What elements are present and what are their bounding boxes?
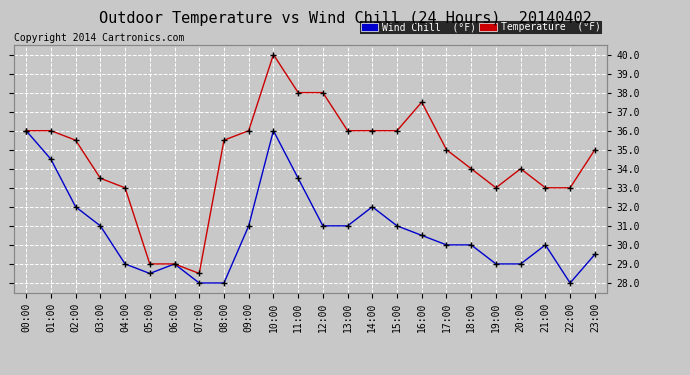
Legend: Wind Chill  (°F), Temperature  (°F): Wind Chill (°F), Temperature (°F): [359, 20, 602, 34]
Text: Copyright 2014 Cartronics.com: Copyright 2014 Cartronics.com: [14, 33, 184, 42]
Text: Outdoor Temperature vs Wind Chill (24 Hours)  20140402: Outdoor Temperature vs Wind Chill (24 Ho…: [99, 11, 591, 26]
